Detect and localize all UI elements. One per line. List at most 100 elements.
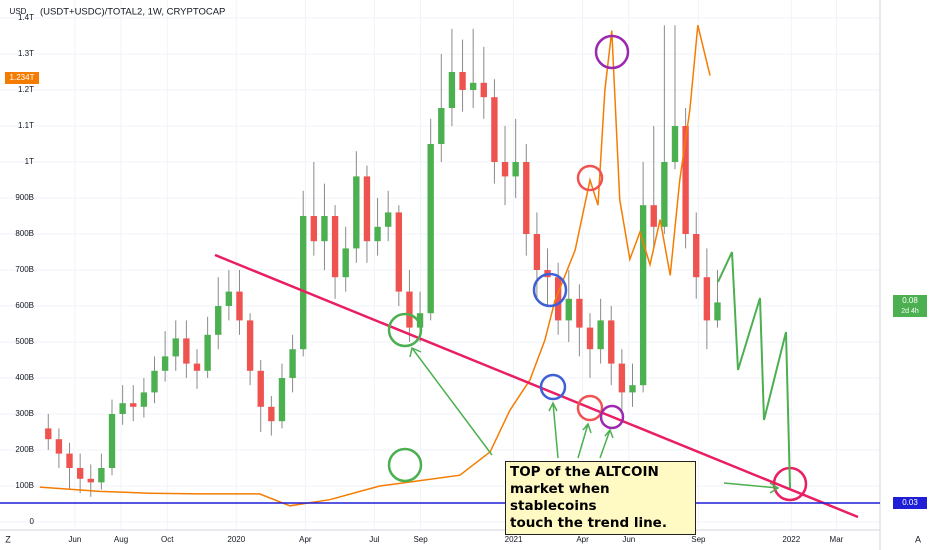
candle-body (55, 439, 63, 454)
candle-body (236, 291, 243, 321)
candle-body (257, 370, 264, 407)
x-tick-label: Sep (413, 535, 428, 544)
candle-body (363, 176, 371, 242)
annotation-line: touch the trend line. (510, 515, 667, 531)
candle-body (321, 216, 328, 242)
candle-body (140, 392, 148, 407)
candle-body (629, 385, 636, 393)
arrows (409, 346, 780, 494)
y-tick-label: 900B (15, 193, 34, 202)
candle-body (204, 334, 211, 371)
auto-button[interactable]: A (915, 534, 921, 544)
candle-body (469, 82, 477, 90)
candle-body (501, 162, 509, 177)
candle-body (671, 126, 679, 162)
candle-body (703, 277, 711, 321)
price-label: 0.03 (902, 498, 918, 507)
candle-body (310, 216, 318, 242)
candle-body (87, 478, 94, 483)
y-tick-label: 1.4T (18, 13, 34, 22)
candle-body (76, 468, 84, 479)
y-tick-label: 1.3T (18, 49, 34, 58)
candle-body (512, 162, 519, 177)
candle-body (554, 277, 562, 321)
candle-body (714, 302, 721, 321)
drawings (0, 34, 880, 519)
x-tick-label: Sep (691, 535, 706, 544)
candle-body (268, 406, 275, 422)
candle-body (108, 414, 116, 468)
candle-body (448, 72, 456, 108)
candle-body (246, 320, 254, 371)
y-tick-label: 0 (30, 517, 35, 526)
candle-body (618, 363, 626, 393)
candle-body (130, 403, 137, 407)
y-tick-label: 100B (15, 481, 34, 490)
candle-body (395, 212, 402, 292)
candle-body (438, 108, 445, 144)
candle-body (98, 468, 105, 483)
price-label-bg (5, 72, 39, 84)
candle-body (183, 338, 190, 364)
candle-body (459, 72, 466, 90)
projection (717, 251, 791, 489)
price-label: 1.234T (10, 73, 35, 82)
zoom-button[interactable]: Z (5, 534, 11, 544)
candle-body (193, 363, 201, 371)
annotation-line: TOP of the ALTCOIN (510, 464, 659, 480)
candle-body (597, 320, 604, 350)
price-label: 0.08 (902, 296, 918, 305)
candle-body (66, 453, 73, 468)
candle-body (331, 216, 339, 278)
y-tick-label: 500B (15, 337, 34, 346)
y-tick-label: 1T (25, 157, 34, 166)
candle-body (151, 370, 158, 393)
circle (576, 394, 604, 422)
x-tick-label: Apr (576, 535, 589, 544)
candle-body (416, 313, 424, 328)
price-label-bg (893, 295, 927, 317)
candle-body (215, 306, 222, 335)
countdown: 2d 4h (901, 308, 919, 315)
x-tick-label: 2020 (227, 535, 245, 544)
x-tick-label: Jul (369, 535, 379, 544)
candle-body (693, 234, 700, 278)
price-label-bg (893, 497, 927, 509)
y-tick-label: 400B (15, 373, 34, 382)
grid (0, 0, 880, 530)
circle (599, 404, 625, 430)
x-tick-label: Oct (161, 535, 174, 544)
y-tick-label: 1.2T (18, 85, 34, 94)
y-tick-label: 300B (15, 409, 34, 418)
x-tick-label: Jun (622, 535, 635, 544)
y-tick-label: 1.1T (18, 121, 34, 130)
x-tick-label: Apr (299, 535, 312, 544)
candle-body (565, 298, 572, 321)
candle-body (374, 226, 381, 242)
y-tick-label: 200B (15, 445, 34, 454)
candle-body (300, 216, 307, 350)
candle-body (491, 97, 498, 162)
candle-body (342, 248, 349, 278)
currency: USD (10, 7, 27, 16)
candle-body (289, 349, 296, 378)
candle-body (661, 162, 668, 227)
candle-body (650, 205, 657, 227)
candle-body (385, 212, 392, 227)
circle (387, 447, 423, 483)
plot (39, 25, 721, 507)
x-tick-label: Aug (114, 535, 128, 544)
annotation: TOP of the ALTCOIN market when stablecoin… (505, 461, 696, 535)
candle-body (523, 162, 530, 234)
circle (576, 164, 604, 192)
candle-body (353, 176, 360, 249)
candle-body (576, 298, 583, 328)
candle-body (586, 327, 594, 350)
candle-body (533, 234, 541, 270)
candle-body (682, 126, 689, 234)
candle-body (480, 82, 487, 98)
candle-body (608, 320, 615, 364)
